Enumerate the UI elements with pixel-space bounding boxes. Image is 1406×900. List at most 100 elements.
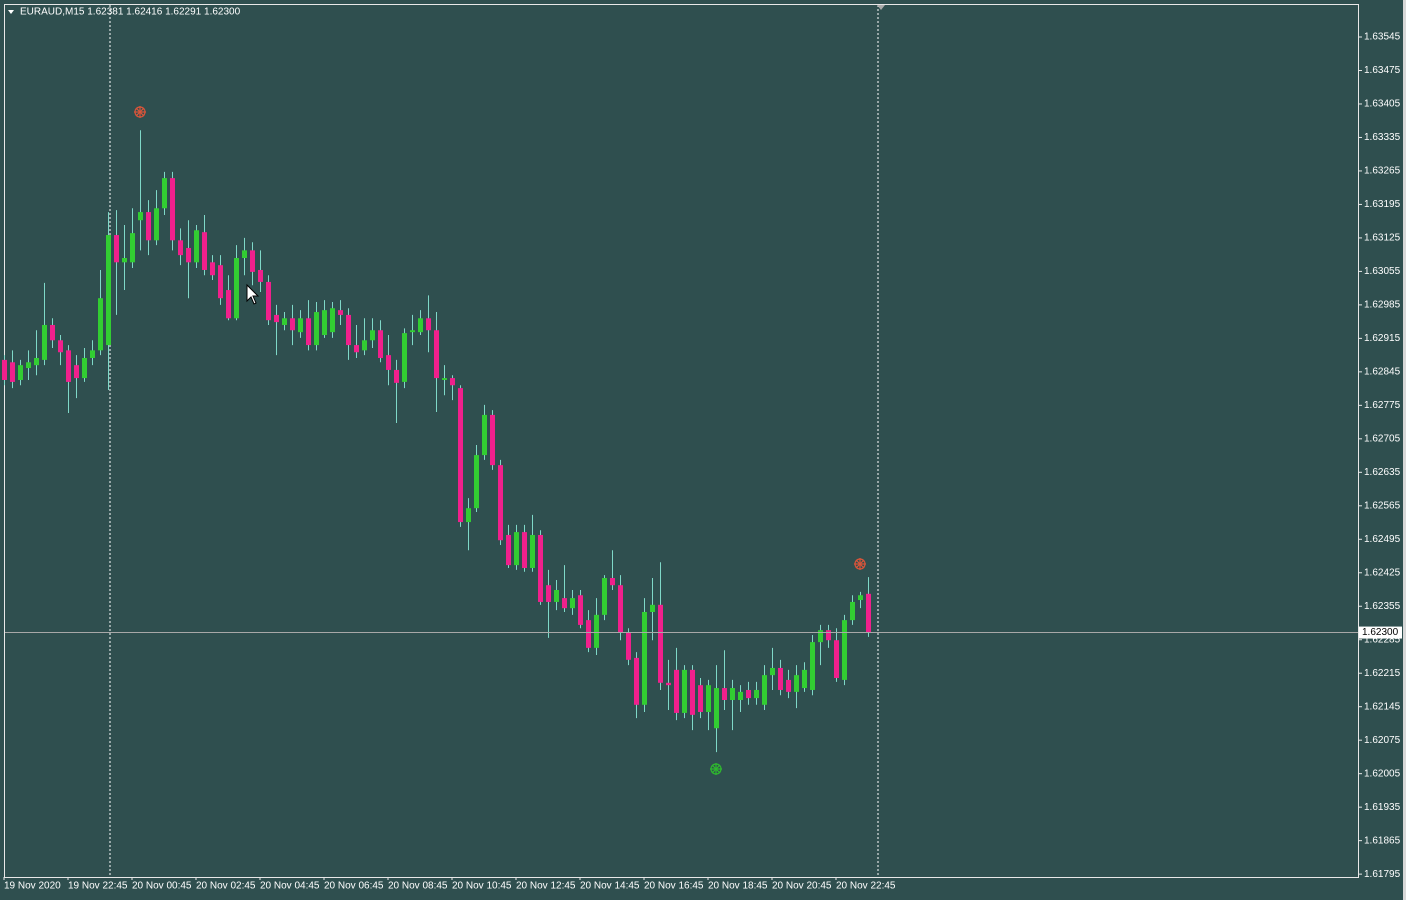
candle-body-down xyxy=(658,604,663,683)
y-tick-label: 1.62915 xyxy=(1364,333,1401,344)
candle-body-down xyxy=(346,314,351,346)
candle-body-up xyxy=(762,675,767,705)
chart-header: EURAUD,M15 1.62381 1.62416 1.62291 1.623… xyxy=(20,7,241,18)
candle-body-up xyxy=(642,611,647,705)
price-label-box xyxy=(1359,626,1402,639)
candle-body-down xyxy=(210,262,215,276)
candle-body-up xyxy=(442,378,447,380)
candle-body-down xyxy=(578,595,583,625)
fractal-down xyxy=(710,763,722,775)
candle-body-up xyxy=(282,318,287,325)
candle-body-down xyxy=(698,685,703,712)
y-tick-label: 1.63475 xyxy=(1364,65,1401,76)
candle-body-down xyxy=(146,212,151,241)
candle-body-down xyxy=(386,355,391,370)
candle-body-down xyxy=(338,310,343,315)
y-tick-label: 1.62145 xyxy=(1364,701,1401,712)
candle-body-down xyxy=(170,178,175,241)
candle-body-down xyxy=(522,532,527,568)
candle-body-down xyxy=(546,585,551,602)
candle-body-up xyxy=(410,330,415,333)
x-tick-label: 20 Nov 02:45 xyxy=(196,881,256,892)
candle-body-up xyxy=(482,414,487,456)
x-tick-label: 20 Nov 10:45 xyxy=(452,881,512,892)
candle-body-down xyxy=(562,598,567,609)
candle-body-up xyxy=(34,357,39,366)
candle-body-down xyxy=(426,318,431,331)
y-tick-label: 1.61865 xyxy=(1364,835,1401,846)
candle-body-up xyxy=(154,208,159,241)
y-tick-label: 1.61935 xyxy=(1364,802,1401,813)
x-tick-label: 20 Nov 20:45 xyxy=(772,881,832,892)
fractal-up xyxy=(854,558,866,570)
candle-body-up xyxy=(858,595,863,601)
candle-body-up xyxy=(122,258,127,263)
y-tick-label: 1.62005 xyxy=(1364,768,1401,779)
mouse-cursor xyxy=(246,283,260,305)
candle-body-down xyxy=(186,247,191,263)
y-tick-label: 1.63545 xyxy=(1364,32,1401,43)
candle-body-up xyxy=(706,685,711,712)
candle-body-down xyxy=(434,330,439,379)
candle-body-up xyxy=(362,340,367,351)
price-label: 1.62300 xyxy=(1362,627,1399,638)
fractal-up xyxy=(134,106,146,118)
candles xyxy=(2,130,871,753)
candle-body-down xyxy=(250,250,255,272)
candle-body-down xyxy=(2,359,7,380)
candle-body-up xyxy=(738,691,743,701)
candle-body-up xyxy=(98,298,103,351)
candle-body-up xyxy=(234,258,239,319)
candle-body-up xyxy=(90,350,95,358)
candle-body-up xyxy=(194,230,199,263)
candle-body-down xyxy=(178,240,183,256)
candle-body-up xyxy=(602,578,607,615)
y-tick-label: 1.62775 xyxy=(1364,400,1401,411)
candle-body-down xyxy=(674,669,679,713)
x-tick-label: 20 Nov 12:45 xyxy=(516,881,576,892)
y-tick-label: 1.63405 xyxy=(1364,99,1401,110)
header-menu-arrow[interactable] xyxy=(8,10,14,14)
candle-body-down xyxy=(490,414,495,466)
candle-body-up xyxy=(514,532,519,566)
candle-body-down xyxy=(610,578,615,586)
y-tick-label: 1.63055 xyxy=(1364,266,1401,277)
candle-body-down xyxy=(74,365,79,379)
window-edge xyxy=(1403,0,1406,900)
x-tick-label: 20 Nov 22:45 xyxy=(836,881,896,892)
y-tick-label: 1.62215 xyxy=(1364,668,1401,679)
candle-body-up xyxy=(554,589,559,602)
candle-body-down xyxy=(450,378,455,386)
candle-body-up xyxy=(810,642,815,690)
candle-body-down xyxy=(202,232,207,270)
plot-frame xyxy=(4,4,1359,878)
candle-body-down xyxy=(66,350,71,382)
x-tick-label: 20 Nov 14:45 xyxy=(580,881,640,892)
y-tick-label: 1.63125 xyxy=(1364,233,1401,244)
x-tick-label: 19 Nov 2020 xyxy=(4,881,61,892)
candle-body-down xyxy=(50,324,55,341)
candle-body-down xyxy=(506,534,511,566)
candle-body-up xyxy=(682,669,687,713)
candle-body-down xyxy=(10,362,15,382)
shift-marker xyxy=(877,5,885,10)
candle-body-up xyxy=(26,362,31,369)
x-tick-label: 20 Nov 18:45 xyxy=(708,881,768,892)
candle-body-down xyxy=(274,314,279,323)
candle-body-down xyxy=(498,465,503,541)
candle-body-down xyxy=(746,689,751,699)
y-tick-label: 1.63195 xyxy=(1364,199,1401,210)
candle-body-up xyxy=(322,310,327,336)
candle-body-down xyxy=(266,281,271,321)
candle-body-down xyxy=(786,679,791,692)
candle-body-up xyxy=(138,212,143,221)
candle-body-down xyxy=(866,593,871,633)
y-tick-label: 1.62985 xyxy=(1364,300,1401,311)
candle-body-up xyxy=(794,675,799,692)
candle-body-down xyxy=(458,388,463,523)
candle-body-down xyxy=(290,318,295,331)
candle-body-up xyxy=(370,330,375,341)
candle-body-up xyxy=(474,455,479,509)
